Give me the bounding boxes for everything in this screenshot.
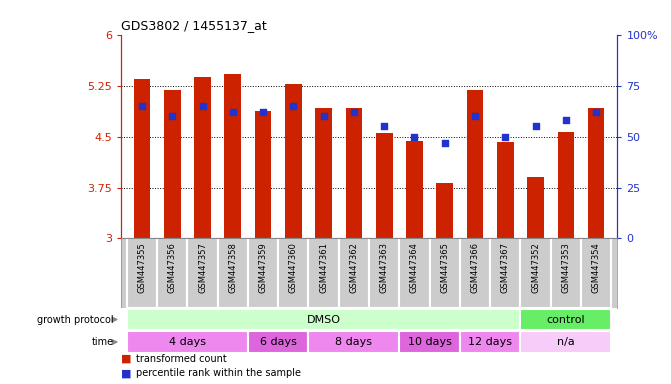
Text: transformed count: transformed count <box>136 354 226 364</box>
Bar <box>225 74 241 238</box>
Text: GSM447354: GSM447354 <box>592 242 601 293</box>
Text: GSM447363: GSM447363 <box>380 242 389 293</box>
FancyBboxPatch shape <box>248 331 309 353</box>
Point <box>500 134 511 140</box>
Text: GSM447357: GSM447357 <box>198 242 207 293</box>
FancyBboxPatch shape <box>521 309 611 330</box>
FancyBboxPatch shape <box>217 238 248 308</box>
Bar <box>255 111 271 238</box>
Point <box>318 113 329 119</box>
Text: GSM447358: GSM447358 <box>228 242 238 293</box>
Point <box>197 103 208 109</box>
Text: GSM447353: GSM447353 <box>562 242 570 293</box>
Bar <box>164 90 180 238</box>
Text: GSM447366: GSM447366 <box>470 242 480 293</box>
FancyBboxPatch shape <box>460 238 490 308</box>
Bar <box>436 183 453 238</box>
Text: DMSO: DMSO <box>307 314 341 324</box>
FancyBboxPatch shape <box>187 238 217 308</box>
Text: control: control <box>547 314 585 324</box>
Text: 10 days: 10 days <box>408 337 452 347</box>
FancyBboxPatch shape <box>278 238 309 308</box>
Point <box>258 109 268 115</box>
Bar <box>558 132 574 238</box>
Point <box>227 109 238 115</box>
Text: GSM447360: GSM447360 <box>289 242 298 293</box>
Bar <box>588 108 605 238</box>
FancyBboxPatch shape <box>127 331 248 353</box>
FancyBboxPatch shape <box>551 238 581 308</box>
Text: 4 days: 4 days <box>169 337 206 347</box>
Point <box>440 139 450 146</box>
Bar <box>467 90 483 238</box>
Point <box>560 117 571 123</box>
Point <box>409 134 420 140</box>
Text: GSM447365: GSM447365 <box>440 242 450 293</box>
FancyBboxPatch shape <box>399 331 460 353</box>
FancyBboxPatch shape <box>339 238 369 308</box>
Point <box>379 123 390 129</box>
Text: n/a: n/a <box>557 337 575 347</box>
Text: GDS3802 / 1455137_at: GDS3802 / 1455137_at <box>121 19 266 32</box>
Point <box>137 103 148 109</box>
Bar <box>406 141 423 238</box>
Bar <box>346 108 362 238</box>
Text: GSM447359: GSM447359 <box>258 242 268 293</box>
Point <box>288 103 299 109</box>
Text: GSM447364: GSM447364 <box>410 242 419 293</box>
FancyBboxPatch shape <box>127 309 521 330</box>
FancyBboxPatch shape <box>399 238 429 308</box>
Text: percentile rank within the sample: percentile rank within the sample <box>136 369 301 379</box>
FancyBboxPatch shape <box>429 238 460 308</box>
Text: 8 days: 8 days <box>336 337 372 347</box>
Text: time: time <box>92 337 114 347</box>
Point <box>348 109 359 115</box>
FancyBboxPatch shape <box>127 238 157 308</box>
Bar <box>497 142 513 238</box>
Bar <box>285 84 302 238</box>
FancyBboxPatch shape <box>157 238 187 308</box>
FancyBboxPatch shape <box>309 238 339 308</box>
Bar <box>315 108 332 238</box>
Text: 6 days: 6 days <box>260 337 297 347</box>
Text: 12 days: 12 days <box>468 337 512 347</box>
Text: growth protocol: growth protocol <box>38 314 114 324</box>
Bar <box>194 78 211 238</box>
FancyBboxPatch shape <box>369 238 399 308</box>
Text: GSM447355: GSM447355 <box>138 242 146 293</box>
Text: GSM447352: GSM447352 <box>531 242 540 293</box>
Text: GSM447356: GSM447356 <box>168 242 176 293</box>
Bar <box>527 177 544 238</box>
FancyBboxPatch shape <box>309 331 399 353</box>
Text: ■: ■ <box>121 354 132 364</box>
FancyBboxPatch shape <box>248 238 278 308</box>
FancyBboxPatch shape <box>460 331 521 353</box>
FancyBboxPatch shape <box>521 331 611 353</box>
FancyBboxPatch shape <box>490 238 521 308</box>
Text: GSM447362: GSM447362 <box>350 242 358 293</box>
Point <box>590 109 601 115</box>
Text: GSM447367: GSM447367 <box>501 242 510 293</box>
Bar <box>376 133 393 238</box>
FancyBboxPatch shape <box>521 238 551 308</box>
Bar <box>134 79 150 238</box>
Point <box>470 113 480 119</box>
Text: GSM447361: GSM447361 <box>319 242 328 293</box>
FancyBboxPatch shape <box>581 238 611 308</box>
Point <box>167 113 178 119</box>
Point <box>530 123 541 129</box>
Text: ■: ■ <box>121 369 132 379</box>
